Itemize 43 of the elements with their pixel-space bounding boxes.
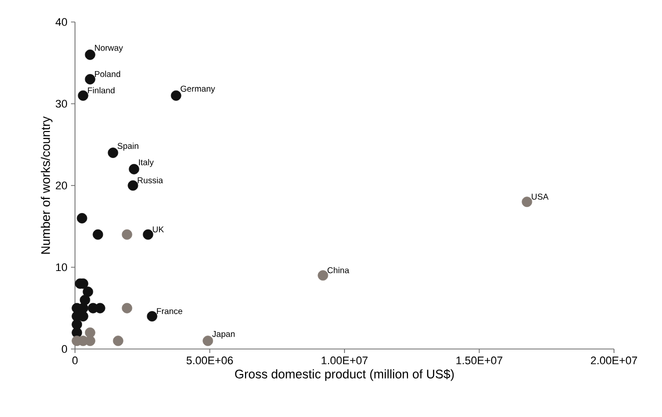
- point: [108, 148, 118, 158]
- annotation: Spain: [118, 142, 138, 151]
- x-tick-label: 0: [72, 356, 78, 364]
- point: [522, 196, 532, 208]
- point: [80, 294, 90, 306]
- annotation: Finland: [88, 87, 115, 94]
- annotation: Poland: [94, 70, 120, 78]
- y-tick-label: 0: [62, 345, 68, 353]
- x-tick-label: 1.00E+07: [322, 356, 368, 364]
- annotation: USA: [532, 194, 549, 200]
- annotation: Norway: [94, 44, 123, 52]
- annotation: Japan: [212, 331, 235, 339]
- point: [76, 213, 88, 224]
- point: [84, 74, 96, 84]
- y-axis-title: Number of works/country: [40, 116, 52, 254]
- point: [170, 90, 182, 101]
- point: [202, 336, 214, 346]
- point: [128, 164, 140, 174]
- point: [128, 180, 138, 191]
- annotation: Italy: [139, 159, 154, 167]
- point: [122, 302, 132, 314]
- point: [112, 336, 124, 346]
- x-axis-title: Gross domestic product (million of US$): [235, 369, 454, 381]
- annotation: Germany: [180, 86, 216, 94]
- point: [142, 229, 154, 240]
- annotation: China: [328, 267, 350, 274]
- point: [318, 270, 328, 281]
- y-tick-label: 10: [56, 263, 68, 272]
- x-tick-label: 5.00E+06: [186, 356, 233, 364]
- point: [82, 286, 94, 297]
- point: [122, 229, 132, 240]
- x-tick-label: 2.00E+07: [590, 356, 638, 364]
- annotation: France: [156, 308, 182, 314]
- point: [146, 311, 158, 322]
- y-tick-label: 30: [56, 100, 68, 108]
- annotation: UK: [152, 226, 164, 232]
- point: [84, 50, 96, 60]
- x-tick-label: 1.50E+07: [456, 356, 502, 364]
- y-tick-label: 20: [56, 182, 68, 190]
- annotation: Russia: [138, 177, 164, 184]
- y-tick-label: 40: [56, 18, 68, 26]
- point: [92, 229, 104, 240]
- point: [78, 90, 88, 101]
